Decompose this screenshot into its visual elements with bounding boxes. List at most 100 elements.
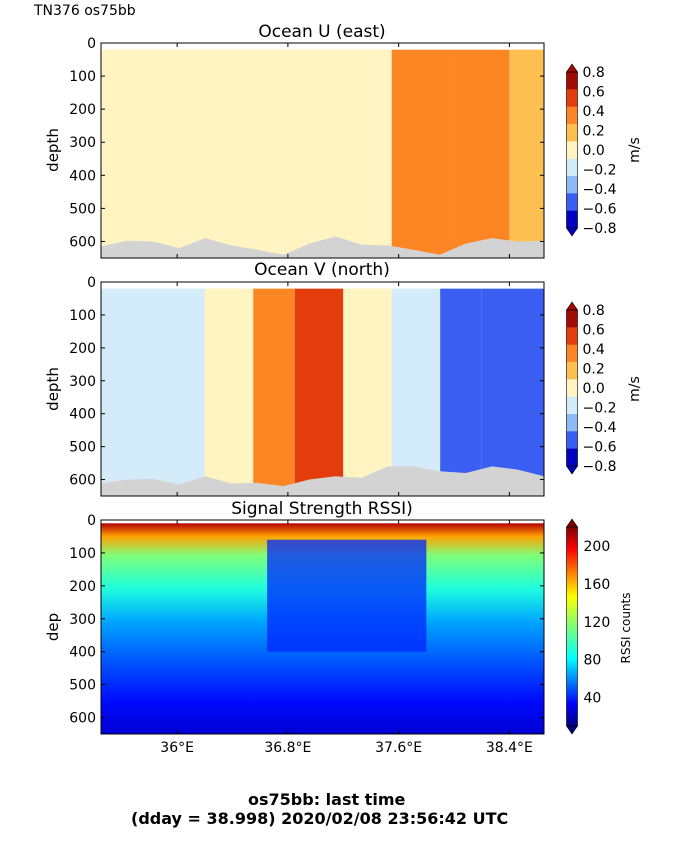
colorbar-tick-label: 0.8 [583, 65, 605, 81]
panel-title: Signal Strength RSSI) [231, 499, 413, 519]
surface-gap [101, 282, 544, 289]
colorbar-swatch [566, 193, 578, 212]
plot-frame [100, 281, 545, 497]
colorbar-tick-label: 80 [584, 653, 602, 669]
colorbar-swatch [566, 106, 578, 125]
x-tick-label: 38.4°E [486, 740, 533, 756]
colorbar-extend-bottom [565, 465, 579, 475]
heatmap-plot-area [101, 520, 544, 734]
colorbar-tick-label: 0.0 [583, 143, 605, 159]
x-axis [176, 282, 510, 496]
y-axis: 0 100 200 300 400 500 600 [69, 275, 544, 489]
heatmap-band [391, 49, 455, 258]
heatmap-band [377, 49, 392, 258]
y-tick-label: 600 [69, 473, 96, 489]
colorbar-swatch [566, 141, 578, 160]
colorbar-swatch [566, 344, 578, 363]
y-tick-label: 400 [69, 407, 96, 423]
colorbar-frame [566, 526, 578, 727]
footer-line-1: os75bb: last time [248, 790, 406, 809]
heatmap-band [204, 288, 254, 496]
y-tick-label: 300 [69, 374, 96, 390]
heatmap-band [454, 49, 510, 258]
colorbar-swatch [566, 362, 578, 380]
low-rssi-region [267, 539, 427, 652]
colorbar-tick-label: 0.0 [583, 381, 605, 397]
heatmap-plot-area [101, 282, 544, 496]
colorbar-extend-bottom [565, 227, 579, 237]
colorbar-label: m/s [627, 376, 643, 402]
colorbar-swatch [566, 396, 578, 415]
colorbar-tick-label: 40 [584, 691, 602, 707]
y-axis: 0 100 200 300 400 500 600 [69, 513, 544, 727]
colorbar-tick-label: 0.8 [583, 303, 605, 319]
cruise-label: TN376 os75bb [34, 3, 136, 19]
y-tick-label: 0 [87, 275, 96, 291]
colorbar-swatch [566, 124, 578, 142]
heatmap-band [509, 49, 544, 258]
y-tick-label: 100 [69, 546, 96, 562]
heatmap-band [101, 288, 157, 496]
panel-title: Ocean U (east) [258, 22, 385, 42]
y-tick-label: 0 [87, 36, 96, 52]
colorbar-tick-label: −0.8 [583, 221, 617, 237]
y-tick-label: 400 [69, 168, 96, 184]
colorbar: 0.8 0.6 0.4 0.2 0.0 −0.2 −0.4 −0.6 −0.8 [565, 63, 617, 237]
colorbar-swatch [566, 448, 578, 467]
heatmap-band [294, 288, 344, 496]
heatmap-band [329, 49, 378, 258]
panel-title: Ocean V (north) [254, 260, 390, 280]
colorbar-extend-bottom [565, 725, 579, 735]
y-tick-label: 100 [69, 308, 96, 324]
colorbar-tick-label: 120 [584, 615, 611, 631]
colorbar-tick-label: 0.2 [583, 362, 605, 378]
y-tick-label: 200 [69, 102, 96, 118]
colorbar-tick-label: 0.2 [583, 124, 605, 140]
x-axis [176, 43, 510, 258]
x-tick-label: 36.8°E [264, 740, 311, 756]
colorbar-tick-label: 0.6 [583, 85, 605, 101]
heatmap-band [481, 288, 544, 496]
plot-frame [100, 519, 545, 735]
colorbar: 200 160 120 80 40 [565, 518, 611, 735]
y-tick-label: 600 [69, 711, 96, 727]
y-tick-label: 300 [69, 135, 96, 151]
colorbar-tick-label: 0.4 [583, 342, 605, 358]
heatmap-band [343, 288, 392, 496]
colorbar-swatch [566, 89, 578, 108]
heatmap-band [218, 49, 261, 258]
colorbar-swatch [566, 176, 578, 194]
y-tick-label: 200 [69, 341, 96, 357]
colorbar: 0.8 0.6 0.4 0.2 0.0 −0.2 −0.4 −0.6 −0.8 [565, 301, 617, 475]
heatmap-band [253, 288, 295, 496]
colorbar-tick-label: −0.4 [583, 182, 617, 198]
colorbar-label: RSSI counts [619, 592, 633, 663]
y-tick-label: 500 [69, 201, 96, 217]
y-tick-label: 200 [69, 579, 96, 595]
y-tick-label: 400 [69, 645, 96, 661]
y-axis-label: depth [44, 367, 62, 411]
heatmap-band [156, 288, 205, 496]
y-tick-label: 500 [69, 678, 96, 694]
colorbar-swatch [566, 210, 578, 229]
y-axis-label: dep [44, 613, 62, 641]
colorbar-tick-label: −0.6 [583, 202, 617, 218]
colorbar-extend-top [565, 63, 579, 73]
colorbar-tick-label: 0.6 [583, 323, 605, 339]
surface-gap [101, 43, 544, 50]
colorbar-swatch [566, 379, 578, 398]
plot-frame [100, 42, 545, 259]
colorbar-tick-label: 0.4 [583, 104, 605, 120]
colorbar-gradient [566, 527, 578, 726]
x-tick-label: 36°E [160, 740, 194, 756]
no-data-mask [101, 466, 544, 496]
colorbar-tick-label: −0.2 [583, 401, 617, 417]
y-axis: 0 100 200 300 400 500 600 [69, 36, 544, 250]
y-tick-label: 500 [69, 440, 96, 456]
colorbar-tick-label: −0.6 [583, 440, 617, 456]
heatmap-band [260, 49, 330, 258]
heatmap-plot-area [101, 43, 544, 258]
colorbar-tick-label: −0.2 [583, 163, 617, 179]
heatmap-band [101, 49, 219, 258]
